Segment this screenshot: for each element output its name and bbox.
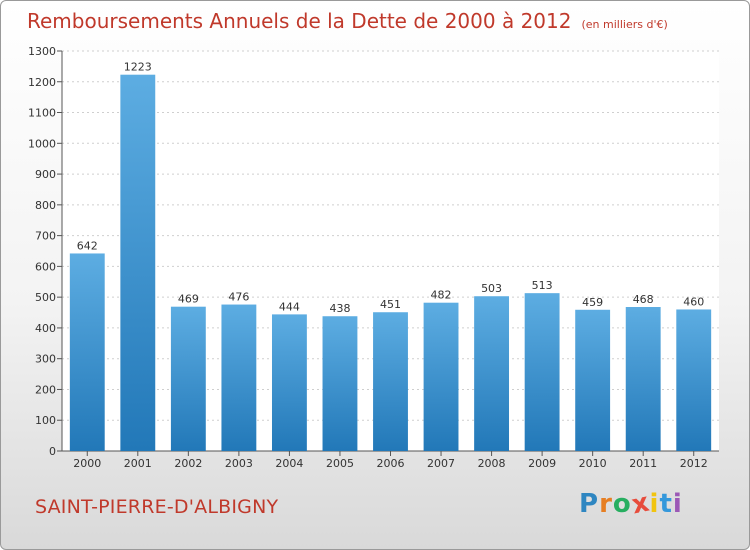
proxiti-logo: Proxiti bbox=[579, 487, 683, 520]
y-tick-label: 0 bbox=[49, 445, 56, 458]
y-tick-label: 400 bbox=[35, 322, 56, 335]
bar bbox=[170, 306, 206, 451]
data-label: 468 bbox=[633, 293, 654, 306]
data-label: 451 bbox=[380, 298, 401, 311]
y-tick-label: 700 bbox=[35, 230, 56, 243]
bar bbox=[625, 307, 661, 451]
x-tick-label: 2006 bbox=[377, 457, 405, 470]
chart-subtitle: (en milliers d'€) bbox=[581, 18, 668, 31]
logo-letter: r bbox=[599, 489, 613, 519]
y-tick-label: 1100 bbox=[28, 107, 56, 120]
bar bbox=[271, 314, 307, 451]
x-tick-label: 2012 bbox=[680, 457, 708, 470]
data-label: 476 bbox=[228, 291, 249, 304]
y-tick-label: 100 bbox=[35, 414, 56, 427]
logo-letter: i bbox=[672, 489, 683, 519]
chart-title: Remboursements Annuels de la Dette de 20… bbox=[27, 9, 668, 33]
x-tick-label: 2011 bbox=[629, 457, 657, 470]
x-tick-label: 2010 bbox=[579, 457, 607, 470]
logo-letter: P bbox=[579, 489, 600, 519]
y-tick-label: 200 bbox=[35, 383, 56, 396]
bar bbox=[69, 253, 105, 451]
x-tick-label: 2003 bbox=[225, 457, 253, 470]
data-label: 482 bbox=[431, 289, 452, 302]
town-name: SAINT-PIERRE-D'ALBIGNY bbox=[35, 496, 279, 518]
bar bbox=[373, 312, 408, 451]
data-label: 444 bbox=[279, 300, 300, 313]
data-label: 1223 bbox=[124, 61, 152, 74]
data-label: 460 bbox=[683, 295, 704, 308]
x-tick-label: 2005 bbox=[326, 457, 354, 470]
x-tick-label: 2002 bbox=[174, 457, 202, 470]
y-tick-label: 1200 bbox=[28, 76, 56, 89]
y-tick-label: 600 bbox=[35, 260, 56, 273]
logo-letter: i bbox=[649, 489, 660, 519]
logo-letter: t bbox=[659, 489, 673, 519]
bar bbox=[423, 302, 459, 451]
y-tick-label: 300 bbox=[35, 353, 56, 366]
y-tick-label: 500 bbox=[35, 291, 56, 304]
y-tick-label: 1300 bbox=[28, 45, 56, 58]
x-tick-label: 2000 bbox=[73, 457, 101, 470]
bar bbox=[575, 309, 611, 451]
bar bbox=[676, 309, 712, 451]
data-label: 438 bbox=[329, 302, 350, 315]
data-label: 459 bbox=[582, 296, 603, 309]
data-label: 513 bbox=[532, 279, 553, 292]
x-tick-label: 2009 bbox=[528, 457, 556, 470]
y-tick-label: 900 bbox=[35, 168, 56, 181]
y-tick-label: 1000 bbox=[28, 137, 56, 150]
data-label: 503 bbox=[481, 282, 502, 295]
bar bbox=[221, 304, 257, 451]
x-tick-label: 2008 bbox=[478, 457, 506, 470]
logo-letter: o bbox=[612, 489, 632, 519]
bar bbox=[524, 293, 560, 451]
x-tick-label: 2004 bbox=[275, 457, 303, 470]
bar bbox=[120, 74, 156, 451]
y-tick-label: 800 bbox=[35, 199, 56, 212]
chart-title-text: Remboursements Annuels de la Dette de 20… bbox=[27, 9, 572, 33]
data-label: 469 bbox=[178, 293, 199, 306]
bar bbox=[322, 316, 358, 451]
x-tick-label: 2007 bbox=[427, 457, 455, 470]
data-label: 642 bbox=[77, 239, 98, 252]
x-tick-label: 2001 bbox=[124, 457, 152, 470]
bar bbox=[474, 296, 510, 451]
